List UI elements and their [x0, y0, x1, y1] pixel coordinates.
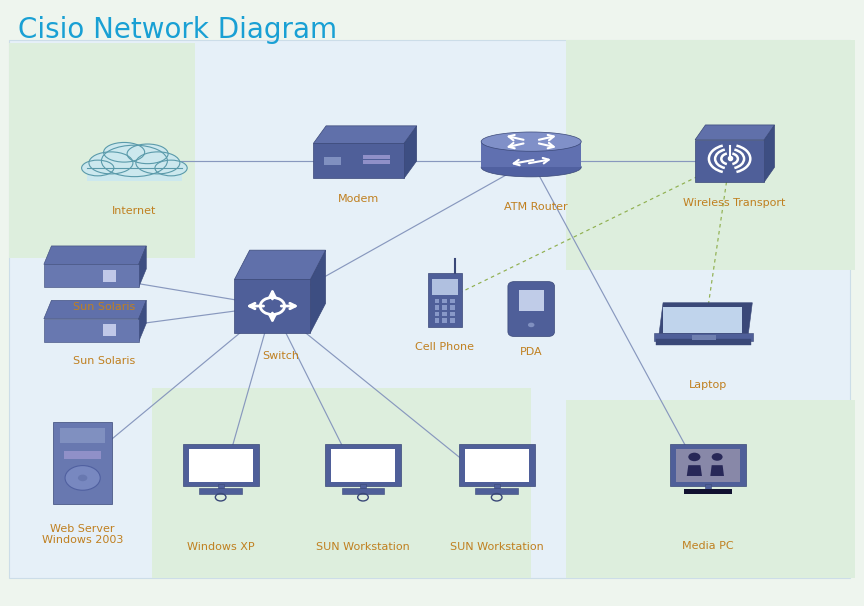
- FancyBboxPatch shape: [663, 307, 741, 333]
- FancyBboxPatch shape: [435, 299, 440, 303]
- Circle shape: [712, 453, 722, 461]
- FancyBboxPatch shape: [428, 273, 462, 327]
- Polygon shape: [404, 126, 416, 178]
- FancyBboxPatch shape: [677, 448, 740, 482]
- Polygon shape: [139, 246, 146, 287]
- FancyBboxPatch shape: [200, 488, 242, 494]
- FancyBboxPatch shape: [234, 279, 310, 333]
- FancyBboxPatch shape: [508, 282, 555, 336]
- FancyBboxPatch shape: [432, 279, 458, 295]
- Ellipse shape: [81, 160, 114, 176]
- FancyBboxPatch shape: [692, 335, 715, 340]
- Text: Media PC: Media PC: [683, 541, 734, 551]
- FancyBboxPatch shape: [459, 444, 535, 485]
- FancyBboxPatch shape: [442, 312, 447, 316]
- FancyBboxPatch shape: [465, 448, 529, 482]
- FancyBboxPatch shape: [188, 448, 252, 482]
- FancyBboxPatch shape: [182, 444, 258, 485]
- FancyBboxPatch shape: [656, 339, 752, 345]
- FancyBboxPatch shape: [481, 141, 581, 167]
- FancyBboxPatch shape: [705, 484, 711, 489]
- Text: Sun Solaris: Sun Solaris: [73, 356, 136, 366]
- FancyBboxPatch shape: [314, 144, 404, 178]
- Ellipse shape: [481, 132, 581, 152]
- Polygon shape: [139, 301, 146, 342]
- Ellipse shape: [481, 158, 581, 177]
- Polygon shape: [44, 246, 146, 264]
- Text: Cisio Network Diagram: Cisio Network Diagram: [18, 16, 337, 44]
- FancyBboxPatch shape: [435, 319, 440, 323]
- Text: Windows XP: Windows XP: [187, 542, 255, 552]
- FancyBboxPatch shape: [324, 158, 340, 165]
- FancyBboxPatch shape: [360, 484, 366, 489]
- Polygon shape: [44, 301, 146, 319]
- FancyBboxPatch shape: [60, 428, 105, 443]
- Polygon shape: [696, 125, 774, 140]
- Polygon shape: [659, 303, 753, 333]
- Polygon shape: [310, 250, 326, 333]
- FancyBboxPatch shape: [363, 160, 391, 164]
- FancyBboxPatch shape: [566, 40, 854, 270]
- FancyBboxPatch shape: [442, 305, 447, 310]
- FancyBboxPatch shape: [64, 451, 101, 459]
- FancyBboxPatch shape: [331, 448, 395, 482]
- Polygon shape: [687, 465, 702, 476]
- FancyBboxPatch shape: [54, 422, 112, 504]
- Circle shape: [78, 474, 87, 481]
- Polygon shape: [710, 465, 724, 476]
- Text: Wireless Transport: Wireless Transport: [683, 198, 785, 208]
- FancyBboxPatch shape: [435, 312, 440, 316]
- Ellipse shape: [136, 152, 180, 174]
- FancyBboxPatch shape: [86, 168, 182, 181]
- Text: Switch: Switch: [263, 351, 300, 361]
- FancyBboxPatch shape: [654, 333, 753, 341]
- FancyBboxPatch shape: [10, 43, 194, 258]
- FancyBboxPatch shape: [325, 444, 401, 485]
- Text: Modem: Modem: [338, 194, 379, 204]
- Text: SUN Workstation: SUN Workstation: [450, 542, 543, 552]
- Text: Internet: Internet: [112, 206, 156, 216]
- Ellipse shape: [155, 160, 187, 176]
- FancyBboxPatch shape: [44, 319, 139, 342]
- FancyBboxPatch shape: [363, 155, 391, 159]
- Text: SUN Workstation: SUN Workstation: [316, 542, 410, 552]
- Ellipse shape: [101, 145, 168, 176]
- FancyBboxPatch shape: [435, 305, 440, 310]
- FancyBboxPatch shape: [450, 312, 454, 316]
- Text: Web Server
Windows 2003: Web Server Windows 2003: [42, 524, 124, 545]
- FancyBboxPatch shape: [683, 488, 733, 494]
- FancyBboxPatch shape: [218, 484, 224, 489]
- Circle shape: [528, 322, 535, 327]
- Ellipse shape: [104, 142, 144, 162]
- FancyBboxPatch shape: [450, 305, 454, 310]
- FancyBboxPatch shape: [152, 388, 531, 578]
- FancyBboxPatch shape: [103, 270, 116, 282]
- Text: Laptop: Laptop: [689, 380, 727, 390]
- Text: Sun Solaris: Sun Solaris: [73, 302, 136, 312]
- FancyBboxPatch shape: [10, 40, 850, 578]
- Ellipse shape: [89, 152, 133, 174]
- FancyBboxPatch shape: [442, 319, 447, 323]
- Circle shape: [65, 465, 100, 490]
- Ellipse shape: [127, 144, 168, 164]
- FancyBboxPatch shape: [518, 290, 543, 311]
- FancyBboxPatch shape: [696, 140, 764, 182]
- Polygon shape: [764, 125, 774, 182]
- Text: Cell Phone: Cell Phone: [416, 342, 474, 352]
- FancyBboxPatch shape: [442, 299, 447, 303]
- FancyBboxPatch shape: [670, 444, 746, 485]
- FancyBboxPatch shape: [103, 324, 116, 336]
- FancyBboxPatch shape: [475, 488, 518, 494]
- Polygon shape: [314, 126, 416, 144]
- Polygon shape: [234, 250, 326, 279]
- Circle shape: [689, 453, 701, 461]
- FancyBboxPatch shape: [493, 484, 499, 489]
- FancyBboxPatch shape: [44, 264, 139, 287]
- Text: ATM Router: ATM Router: [504, 202, 568, 212]
- FancyBboxPatch shape: [342, 488, 384, 494]
- Text: PDA: PDA: [520, 347, 543, 357]
- FancyBboxPatch shape: [450, 319, 454, 323]
- FancyBboxPatch shape: [566, 400, 854, 578]
- FancyBboxPatch shape: [450, 299, 454, 303]
